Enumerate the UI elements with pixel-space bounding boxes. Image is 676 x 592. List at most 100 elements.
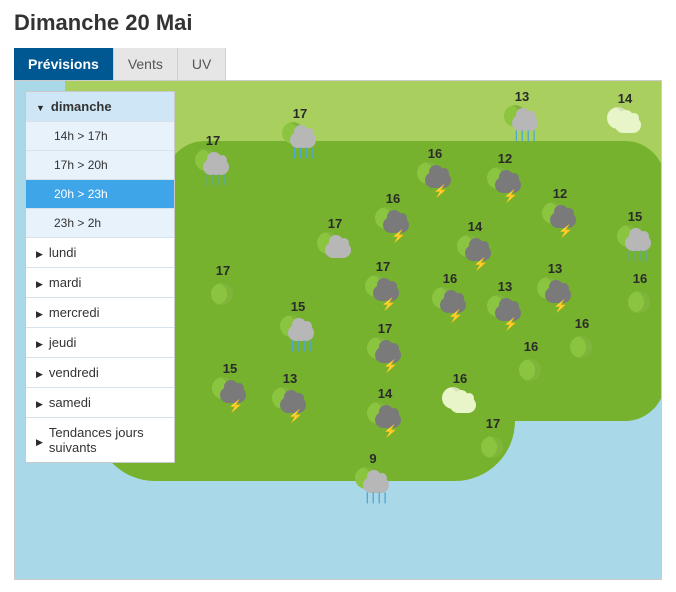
arrow-icon: [36, 433, 43, 448]
temp-label: 13: [502, 89, 542, 104]
weather-point[interactable]: 16: [511, 339, 551, 388]
temp-label: 17: [315, 216, 355, 231]
weather-point[interactable]: 16: [620, 271, 660, 320]
weather-point[interactable]: 17▏▏▏▏: [193, 133, 233, 182]
temp-label: 15: [278, 299, 318, 314]
weather-point[interactable]: 12⚡: [485, 151, 525, 200]
weather-point[interactable]: 16⚡: [415, 146, 455, 195]
tab-uv[interactable]: UV: [178, 48, 226, 80]
nav-label: vendredi: [49, 365, 99, 380]
temp-label: 15: [210, 361, 250, 376]
temp-label: 13: [485, 279, 525, 294]
page-title: Dimanche 20 Mai: [14, 10, 662, 36]
weather-point[interactable]: 14⚡: [455, 219, 495, 268]
weather-point[interactable]: 16: [440, 371, 480, 420]
storm-icon: ⚡: [365, 337, 405, 367]
weather-point[interactable]: 17: [203, 263, 243, 312]
rain-icon: ▏▏▏▏: [502, 105, 542, 135]
storm-icon: ⚡: [485, 295, 525, 325]
rain-icon: ▏▏▏▏: [278, 315, 318, 345]
nav-item-1[interactable]: 14h > 17h: [26, 122, 174, 151]
storm-icon: ⚡: [415, 162, 455, 192]
temp-label: 16: [415, 146, 455, 161]
lightcloud-icon: [440, 387, 480, 417]
storm-icon: ⚡: [455, 235, 495, 265]
temp-label: 12: [485, 151, 525, 166]
storm-icon: ⚡: [535, 277, 575, 307]
storm-icon: ⚡: [430, 287, 470, 317]
storm-icon: ⚡: [363, 275, 403, 305]
arrow-icon: [36, 99, 45, 114]
temp-label: 16: [430, 271, 470, 286]
weather-point[interactable]: 16⚡: [373, 191, 413, 240]
nav-item-4[interactable]: 23h > 2h: [26, 209, 174, 238]
weather-point[interactable]: 17⚡: [365, 321, 405, 370]
temp-label: 17: [473, 416, 513, 431]
storm-icon: ⚡: [485, 167, 525, 197]
temp-label: 14: [605, 91, 645, 106]
temp-label: 17: [193, 133, 233, 148]
temp-label: 16: [373, 191, 413, 206]
nav-label: dimanche: [51, 99, 112, 114]
weather-point[interactable]: 15⚡: [210, 361, 250, 410]
rain-icon: ▏▏▏▏: [280, 122, 320, 152]
temp-label: 14: [455, 219, 495, 234]
arrow-icon: [36, 275, 43, 290]
nav-item-10[interactable]: samedi: [26, 388, 174, 418]
temp-label: 12: [540, 186, 580, 201]
nav-item-11[interactable]: Tendances jours suivants: [26, 418, 174, 462]
weather-point[interactable]: 14: [605, 91, 645, 140]
nav-item-3[interactable]: 20h > 23h: [26, 180, 174, 209]
rain-icon: ▏▏▏▏: [615, 225, 655, 255]
nav-item-5[interactable]: lundi: [26, 238, 174, 268]
temp-label: 15: [615, 209, 655, 224]
arrow-icon: [36, 305, 43, 320]
arrow-icon: [36, 245, 43, 260]
temp-label: 9: [353, 451, 393, 466]
arrow-icon: [36, 365, 43, 380]
weather-point[interactable]: 14⚡: [365, 386, 405, 435]
weather-point[interactable]: 13▏▏▏▏: [502, 89, 542, 138]
weather-point[interactable]: 9▏▏▏▏: [353, 451, 393, 500]
storm-icon: ⚡: [365, 402, 405, 432]
storm-icon: ⚡: [373, 207, 413, 237]
moon-icon: [203, 279, 243, 309]
day-nav: dimanche 14h > 17h17h > 20h20h > 23h23h >…: [25, 91, 175, 463]
nav-item-7[interactable]: mercredi: [26, 298, 174, 328]
weather-point[interactable]: 16⚡: [430, 271, 470, 320]
tab-previsions[interactable]: Prévisions: [14, 48, 114, 80]
nav-item-0[interactable]: dimanche: [26, 92, 174, 122]
cloud-icon: [315, 232, 355, 262]
weather-point[interactable]: 15▏▏▏▏: [278, 299, 318, 348]
temp-label: 16: [562, 316, 602, 331]
moon-icon: [473, 432, 513, 462]
storm-icon: ⚡: [210, 377, 250, 407]
weather-point[interactable]: 16: [562, 316, 602, 365]
temp-label: 17: [365, 321, 405, 336]
temp-label: 13: [270, 371, 310, 386]
nav-label: jeudi: [49, 335, 76, 350]
nav-item-6[interactable]: mardi: [26, 268, 174, 298]
nav-item-9[interactable]: vendredi: [26, 358, 174, 388]
lightcloud-icon: [605, 107, 645, 137]
rain-icon: ▏▏▏▏: [353, 467, 393, 497]
nav-label: samedi: [49, 395, 91, 410]
nav-item-8[interactable]: jeudi: [26, 328, 174, 358]
arrow-icon: [36, 395, 43, 410]
weather-point[interactable]: 15▏▏▏▏: [615, 209, 655, 258]
weather-point[interactable]: 13⚡: [485, 279, 525, 328]
nav-item-2[interactable]: 17h > 20h: [26, 151, 174, 180]
weather-point[interactable]: 17▏▏▏▏: [280, 106, 320, 155]
weather-point[interactable]: 17⚡: [363, 259, 403, 308]
weather-point[interactable]: 17: [315, 216, 355, 265]
arrow-icon: [36, 335, 43, 350]
weather-point[interactable]: 17: [473, 416, 513, 465]
weather-point[interactable]: 12⚡: [540, 186, 580, 235]
nav-label: mercredi: [49, 305, 100, 320]
storm-icon: ⚡: [270, 387, 310, 417]
tab-vents[interactable]: Vents: [114, 48, 178, 80]
weather-point[interactable]: 13⚡: [535, 261, 575, 310]
temp-label: 16: [440, 371, 480, 386]
temp-label: 14: [365, 386, 405, 401]
weather-point[interactable]: 13⚡: [270, 371, 310, 420]
